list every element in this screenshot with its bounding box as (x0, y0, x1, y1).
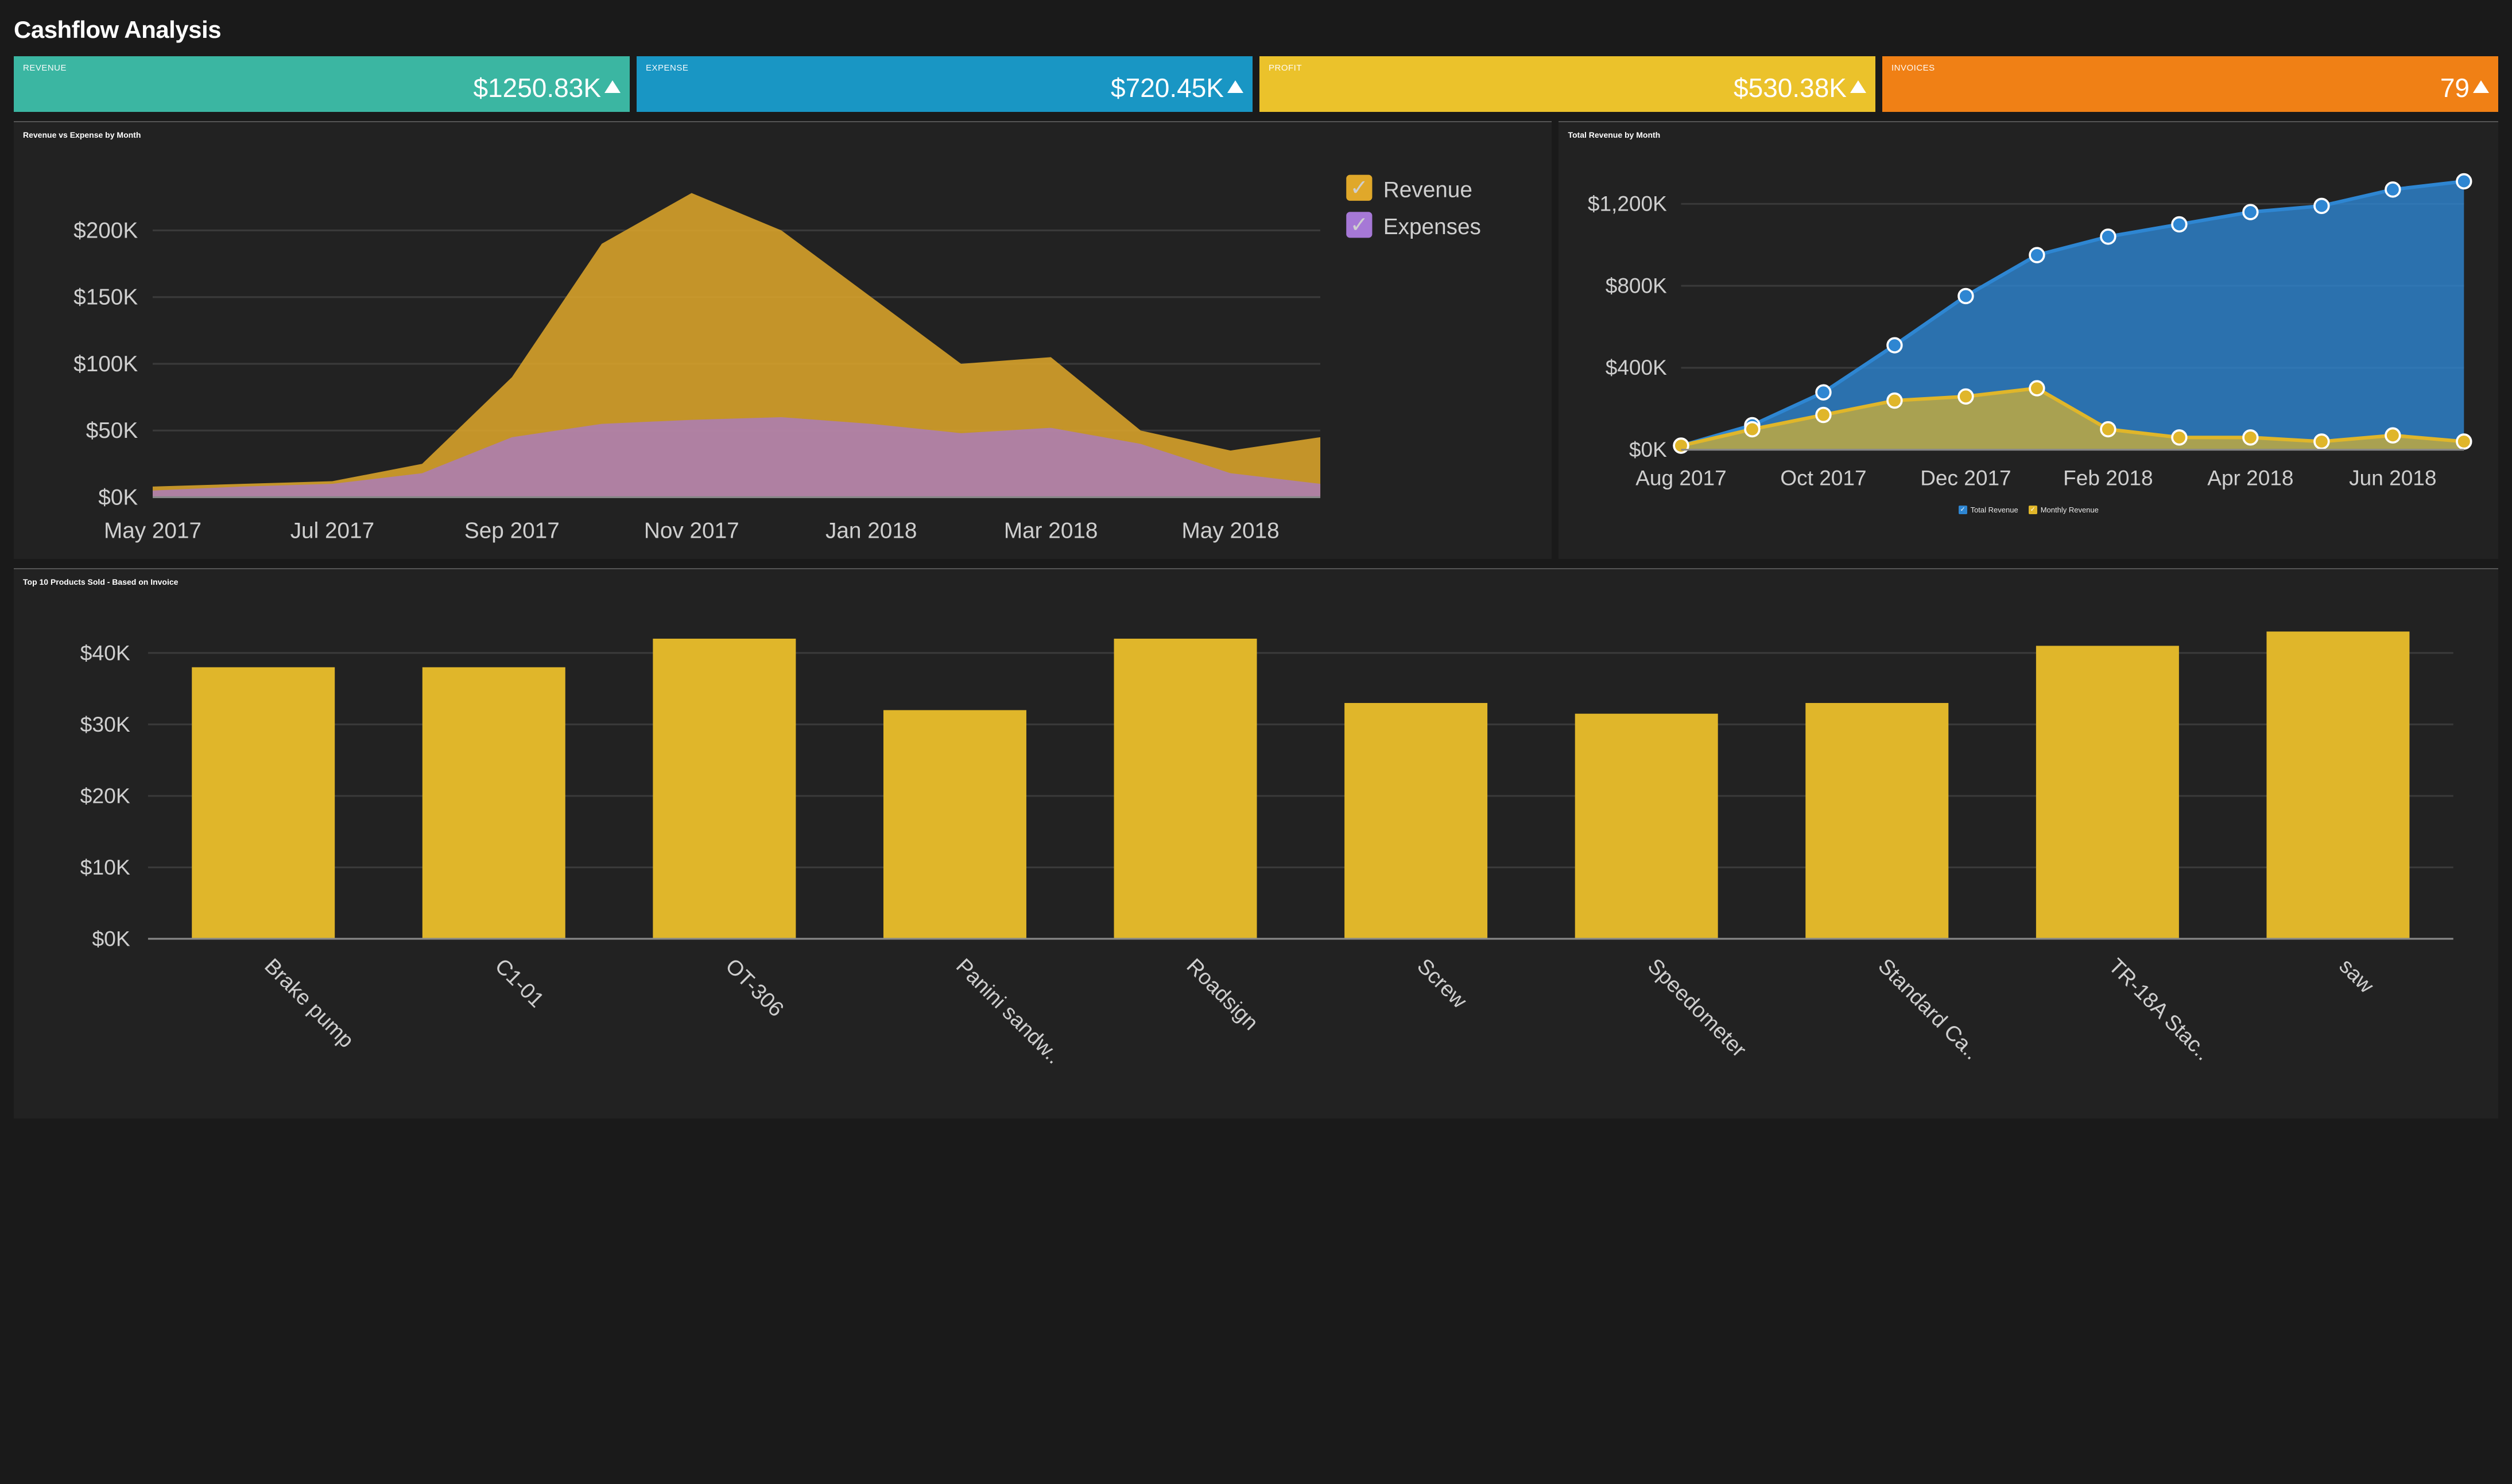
svg-text:Revenue: Revenue (1383, 178, 1472, 203)
trend-up-icon (1227, 80, 1243, 93)
trend-up-icon (1850, 80, 1866, 93)
svg-text:$0K: $0K (98, 485, 138, 510)
svg-text:$200K: $200K (73, 219, 138, 243)
svg-text:Mar 2018: Mar 2018 (1004, 519, 1098, 543)
middle-panel-row: Revenue vs Expense by Month $0K $50K $100K… (14, 121, 2498, 558)
panel-revenue-vs-expense: Revenue vs Expense by Month $0K $50K $100K… (14, 121, 1552, 558)
page-title: Cashflow Analysis (14, 16, 2498, 44)
svg-text:saw: saw (2335, 953, 2379, 997)
svg-text:$0K: $0K (92, 926, 130, 950)
svg-text:✓: ✓ (1350, 213, 1369, 238)
svg-text:Standard Ca..: Standard Ca.. (1874, 953, 1984, 1064)
total-revenue-chart[interactable]: $0K $400K $800K $1,200K Aug 2017 Oct 2017 Dec … (1568, 145, 2489, 499)
legend-item-total[interactable]: ✓ Total Revenue (1959, 506, 2018, 514)
svg-text:$400K: $400K (1606, 356, 1667, 380)
legend-item-monthly[interactable]: ✓ Monthly Revenue (2029, 506, 2099, 514)
svg-text:Oct 2017: Oct 2017 (1781, 466, 1867, 490)
svg-text:$30K: $30K (80, 712, 130, 736)
svg-text:$800K: $800K (1606, 274, 1667, 298)
check-icon: ✓ (1960, 507, 1965, 513)
legend-label: Total Revenue (1971, 506, 2018, 514)
svg-text:Jan 2018: Jan 2018 (825, 519, 917, 543)
svg-text:$1,200K: $1,200K (1588, 192, 1667, 216)
svg-text:$20K: $20K (80, 783, 130, 807)
panel-title: Total Revenue by Month (1568, 130, 2489, 139)
kpi-row: REVENUE $1250.83K EXPENSE $720.45K PROFI… (14, 56, 2498, 112)
svg-text:Speedometer: Speedometer (1643, 953, 1751, 1061)
svg-text:Expenses: Expenses (1383, 215, 1481, 239)
kpi-value: $720.45K (1111, 74, 1224, 102)
kpi-invoices[interactable]: INVOICES 79 (1882, 56, 2498, 112)
kpi-value: 79 (2440, 74, 2470, 102)
kpi-label: EXPENSE (646, 63, 1243, 73)
svg-text:May 2018: May 2018 (1182, 519, 1280, 543)
kpi-value: $1250.83K (473, 74, 601, 102)
svg-text:Feb 2018: Feb 2018 (2064, 466, 2153, 490)
svg-text:TR-18A Stac..: TR-18A Stac.. (2104, 953, 2216, 1065)
revenue-vs-expense-chart[interactable]: $0K $50K $100K $150K $200K May 2017 Jul 2017 Se… (23, 145, 1542, 553)
trend-up-icon (604, 80, 621, 93)
svg-text:Roadsign: Roadsign (1182, 953, 1263, 1034)
svg-text:Screw: Screw (1413, 953, 1472, 1013)
kpi-label: INVOICES (1891, 63, 2489, 73)
dashboard-page: Cashflow Analysis REVENUE $1250.83K EXPE… (0, 0, 2512, 1132)
svg-text:Apr 2018: Apr 2018 (2208, 466, 2294, 490)
svg-text:Sep 2017: Sep 2017 (464, 519, 560, 543)
top-products-chart[interactable]: $0K $10K $20K $30K $40K Brake pump C1-01 OT-306… (23, 592, 2489, 1110)
svg-text:C1-01: C1-01 (491, 953, 549, 1012)
svg-text:Brake pump: Brake pump (260, 953, 359, 1052)
panel-top-products: Top 10 Products Sold - Based on Invoice … (14, 568, 2498, 1119)
svg-text:$50K: $50K (86, 418, 138, 443)
svg-text:✓: ✓ (1350, 176, 1369, 200)
kpi-value: $530.38K (1734, 74, 1847, 102)
kpi-revenue[interactable]: REVENUE $1250.83K (14, 56, 630, 112)
panel-total-revenue: Total Revenue by Month $0K $400K $800K $1,2… (1559, 121, 2498, 558)
kpi-label: PROFIT (1269, 63, 1866, 73)
check-icon: ✓ (2030, 507, 2036, 513)
svg-text:Panini sandw..: Panini sandw.. (952, 953, 1067, 1068)
svg-text:OT-306: OT-306 (721, 953, 789, 1021)
panel-title: Top 10 Products Sold - Based on Invoice (23, 577, 2489, 586)
legend-swatch: ✓ (1959, 506, 1967, 514)
svg-text:$100K: $100K (73, 352, 138, 376)
svg-text:Aug 2017: Aug 2017 (1636, 466, 1727, 490)
svg-text:Jun 2018: Jun 2018 (2350, 466, 2437, 490)
svg-text:$40K: $40K (80, 640, 130, 665)
trend-up-icon (2473, 80, 2489, 93)
svg-text:$0K: $0K (1629, 437, 1667, 461)
svg-text:May 2017: May 2017 (104, 519, 201, 543)
svg-text:Jul 2017: Jul 2017 (290, 519, 374, 543)
legend-swatch: ✓ (2029, 506, 2037, 514)
kpi-expense[interactable]: EXPENSE $720.45K (637, 56, 1253, 112)
svg-text:$10K: $10K (80, 854, 130, 879)
svg-text:Dec 2017: Dec 2017 (1921, 466, 2011, 490)
svg-text:Nov 2017: Nov 2017 (644, 519, 739, 543)
kpi-profit[interactable]: PROFIT $530.38K (1259, 56, 1875, 112)
kpi-label: REVENUE (23, 63, 621, 73)
svg-text:$150K: $150K (73, 285, 138, 310)
total-revenue-legend: ✓ Total Revenue ✓ Monthly Revenue (1568, 506, 2489, 514)
legend-label: Monthly Revenue (2041, 506, 2099, 514)
panel-title: Revenue vs Expense by Month (23, 130, 1542, 139)
